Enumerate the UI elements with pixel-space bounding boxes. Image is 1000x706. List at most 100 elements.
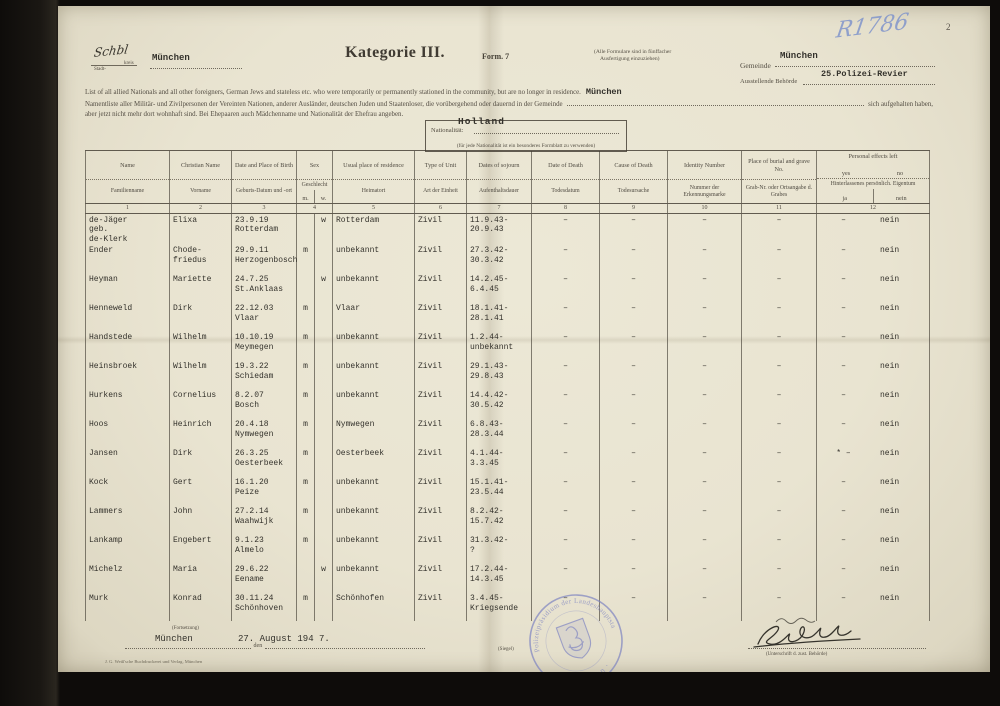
cell-sex-m: [297, 273, 315, 303]
cell-identity: –: [668, 534, 742, 564]
intro-line1-en: List of all allied Nationals and all oth…: [85, 89, 581, 96]
cell-name: Hurkens: [85, 389, 170, 419]
cell-christian-name: Engebert: [170, 534, 232, 564]
cell-sex-w: [315, 534, 333, 564]
cell-identity: –: [668, 447, 742, 477]
cell-christian-name: Chode- friedus: [170, 244, 232, 274]
cell-death-date: –: [532, 418, 600, 448]
cell-identity: –: [668, 331, 742, 361]
cell-burial: –: [742, 563, 817, 593]
cell-death-cause: –: [600, 505, 668, 535]
cell-birth: 29.9.11 Herzogenbosch: [232, 244, 297, 274]
cell-birth: 16.1.20 Peize: [232, 476, 297, 506]
table-row: Murk Konrad 30.11.24 Schönhoven m Schönh…: [85, 592, 930, 622]
cell-sex-w: [315, 360, 333, 390]
cell-residence: unbekannt: [333, 273, 415, 303]
col-header-death-cause: Cause of Death Todesursache: [600, 151, 668, 203]
signature-scribble: [775, 617, 816, 624]
cell-identity: –: [668, 214, 742, 245]
column-number-row: 1 2 3 4 5 6 7 8 9 10 11 12: [85, 203, 930, 214]
copies-note-line1: (Alle Formulare sind in fünffacher: [594, 49, 672, 55]
cell-identity: –: [668, 360, 742, 390]
cell-death-cause: –: [600, 418, 668, 448]
intro-line3-de: aber jetzt nicht mehr dort wohnhaft sind…: [85, 111, 404, 119]
cell-unit: Zivil: [415, 302, 467, 332]
cell-death-date: –: [532, 244, 600, 274]
behoerde-label: Ausstellende Behörde: [740, 78, 798, 85]
table-row: Michelz Maria 29.6.22 Eename w unbekannt…: [85, 563, 930, 593]
cell-christian-name: Wilhelm: [170, 331, 232, 361]
cell-sex-w: [315, 418, 333, 448]
cell-sojourn: 1.2.44- unbekannt: [467, 331, 532, 361]
cell-unit: Zivil: [415, 389, 467, 419]
nationality-value: Holland: [458, 116, 505, 127]
cell-effects-ja: –: [841, 594, 846, 604]
cell-sojourn: 17.2.44- 14.3.45: [467, 563, 532, 593]
district-value: München: [152, 53, 190, 63]
cell-residence: unbekannt: [333, 563, 415, 593]
cell-death-date: –: [532, 505, 600, 535]
cell-burial: –: [742, 244, 817, 274]
cell-sex-w: [315, 389, 333, 419]
intro-line1-typed: München: [585, 87, 622, 97]
cell-effects-ja: –: [841, 304, 846, 314]
cell-birth: 9.1.23 Almelo: [232, 534, 297, 564]
cell-effects-ja: –: [841, 478, 846, 488]
col-header-death-date: Date of Death Todesdatum: [532, 151, 600, 203]
unterschrift-label: (Unterschrift d. zust. Behörde): [766, 652, 828, 657]
cell-name: Handstede: [85, 331, 170, 361]
cell-effects-nein: nein: [870, 563, 930, 593]
intro-line2-de: Namentliste aller Militär- und Zivilpers…: [85, 101, 563, 108]
cell-sojourn: 8.2.42- 15.7.42: [467, 505, 532, 535]
cell-effects-ja: –: [841, 246, 846, 256]
cell-effects-ja: –: [841, 391, 846, 401]
siegel-label: (Siegel): [498, 647, 514, 652]
cell-unit: Zivil: [415, 418, 467, 448]
cell-death-date: –: [532, 447, 600, 477]
cell-death-date: –: [532, 214, 600, 245]
col-header-residence: Usual place of residence Heimatort: [333, 151, 415, 203]
cell-unit: Zivil: [415, 447, 467, 477]
cell-burial: –: [742, 360, 817, 390]
cell-sojourn: 31.3.42- ?: [467, 534, 532, 564]
cell-sex-m: [297, 214, 315, 245]
signature-block: (Unterschrift d. zust. Behörde): [748, 614, 933, 660]
cell-residence: Vlaar: [333, 302, 415, 332]
cell-sojourn: 3.4.45- Kriegsende: [467, 592, 532, 622]
cell-sex-m: m: [297, 360, 315, 390]
copies-note: (Alle Formulare sind in fünffacher Ausfe…: [594, 49, 724, 63]
cell-birth: 26.3.25 Oesterbeek: [232, 447, 297, 477]
stamp-text-bottom: · München ·: [563, 659, 615, 672]
cell-sex-w: [315, 505, 333, 535]
cell-effects-nein: nein: [870, 302, 930, 332]
cell-effects-ja: –: [841, 275, 846, 285]
form-page: 2 Schbl Stadt- kreis München Kategorie I…: [58, 6, 990, 672]
copies-note-line2: Ausfertigung einzuziehen): [600, 55, 660, 62]
intro-line2-dotted: [566, 98, 865, 106]
district-label-stadt: Stadt-: [94, 67, 106, 72]
cell-unit: Zivil: [415, 331, 467, 361]
district-label-kreis: kreis: [124, 61, 134, 66]
cell-sojourn: 14.2.45- 6.4.45: [467, 273, 532, 303]
cell-birth: 10.10.19 Meymegen: [232, 331, 297, 361]
cell-christian-name: Dirk: [170, 447, 232, 477]
col-header-sojourn: Dates of sojourn Aufenthaltsdauer: [467, 151, 532, 203]
cell-death-date: –: [532, 302, 600, 332]
cell-effects-ja: –: [841, 216, 846, 225]
cell-christian-name: Wilhelm: [170, 360, 232, 390]
cell-burial: –: [742, 534, 817, 564]
cell-sex-m: m: [297, 389, 315, 419]
cell-death-date: –: [532, 592, 600, 622]
cell-death-cause: –: [600, 534, 668, 564]
cell-identity: –: [668, 389, 742, 419]
handwritten-registry-number: R1786: [834, 9, 911, 44]
col-header-name: Name Familienname: [85, 151, 170, 203]
intro-paragraph: List of all allied Nationals and all oth…: [85, 87, 933, 121]
signature-zeller: [753, 625, 861, 648]
gemeinde-dotted-line: [775, 56, 935, 67]
cell-identity: –: [668, 302, 742, 332]
cell-effects-ja: –: [841, 536, 846, 546]
cell-identity: –: [668, 563, 742, 593]
cell-sex-m: m: [297, 302, 315, 332]
cell-sojourn: 14.4.42- 30.5.42: [467, 389, 532, 419]
